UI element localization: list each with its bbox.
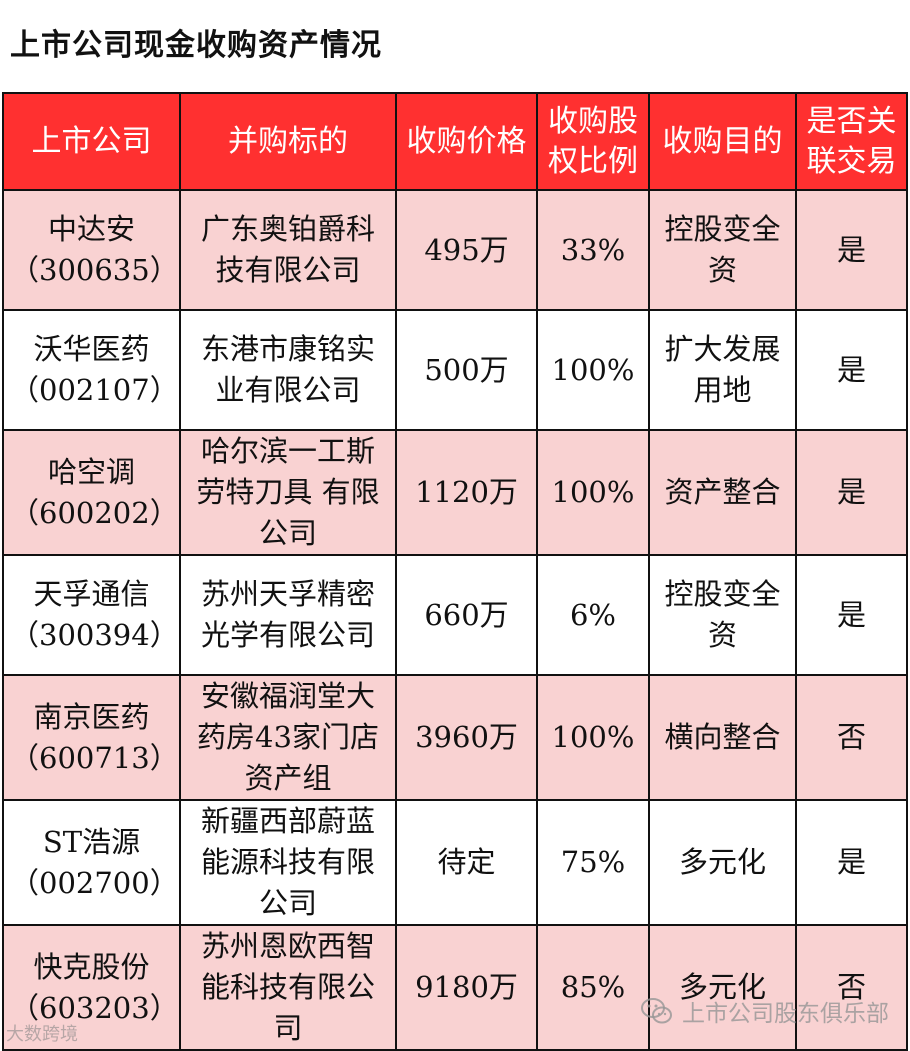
stock-code: （002107） <box>10 373 179 407</box>
stock-code: （600202） <box>10 495 179 530</box>
company-name: 哈空调 <box>47 454 135 489</box>
company-name: 南京医药 <box>33 699 150 734</box>
purpose-cell: 多元化 <box>648 799 797 926</box>
header-price: 收购价格 <box>395 92 538 191</box>
ratio-cell: 100% <box>536 309 650 431</box>
company-cell: ST浩源 （002700） <box>2 799 181 926</box>
ratio-cell: 75% <box>536 799 650 926</box>
header-target: 并购标的 <box>179 92 397 191</box>
page-title: 上市公司现金收购资产情况 <box>10 28 382 63</box>
price-cell: 9180万 <box>395 924 538 1051</box>
purpose-cell: 横向整合 <box>648 674 797 801</box>
target-cell: 苏州天孚精密光学有限公司 <box>179 554 397 676</box>
related-cell: 是 <box>795 429 908 556</box>
company-name: 中达安 <box>47 212 135 246</box>
ratio-cell: 100% <box>536 674 650 801</box>
purpose-cell: 扩大发展用地 <box>648 309 797 431</box>
table-row: 哈空调 （600202） 哈尔滨一工斯劳特刀具 有限公司 1120万 100% 资… <box>2 429 908 556</box>
related-cell: 否 <box>795 924 908 1051</box>
target-cell: 东港市康铭实业有限公司 <box>179 309 397 431</box>
table-header-row: 上市公司 并购标的 收购价格 收购股权比例 收购目的 是否关联交易 <box>2 92 908 191</box>
table-row: 南京医药 （600713） 安徽福润堂大药房43家门店资产组 3960万 100%… <box>2 674 908 801</box>
related-cell: 是 <box>795 554 908 676</box>
price-cell: 3960万 <box>395 674 538 801</box>
header-ratio: 收购股权比例 <box>536 92 650 191</box>
stock-code: （600713） <box>10 740 179 775</box>
company-cell: 沃华医药 （002107） <box>2 309 181 431</box>
purpose-cell: 资产整合 <box>648 429 797 556</box>
stock-code: （002700） <box>10 865 179 900</box>
header-purpose: 收购目的 <box>648 92 797 191</box>
table-row: 快克股份 （603203） 苏州恩欧西智能科技有限公司 9180万 85% 多元化… <box>2 924 908 1051</box>
price-cell: 待定 <box>395 799 538 926</box>
company-name: 沃华医药 <box>33 332 150 366</box>
table-row: 沃华医药 （002107） 东港市康铭实业有限公司 500万 100% 扩大发展用… <box>2 309 908 431</box>
purpose-cell: 多元化 <box>648 924 797 1051</box>
related-cell: 是 <box>795 189 908 311</box>
table-row: 天孚通信 （300394） 苏州天孚精密光学有限公司 660万 6% 控股变全资 … <box>2 554 908 676</box>
ratio-cell: 100% <box>536 429 650 556</box>
target-cell: 苏州恩欧西智能科技有限公司 <box>179 924 397 1051</box>
company-cell: 快克股份 （603203） <box>2 924 181 1051</box>
company-name: 天孚通信 <box>33 577 150 611</box>
company-cell: 哈空调 （600202） <box>2 429 181 556</box>
related-cell: 否 <box>795 674 908 801</box>
purpose-cell: 控股变全资 <box>648 189 797 311</box>
ratio-cell: 33% <box>536 189 650 311</box>
table-row: 中达安 （300635） 广东奥铂爵科技有限公司 495万 33% 控股变全资 是 <box>2 189 908 311</box>
related-cell: 是 <box>795 309 908 431</box>
header-related: 是否关联交易 <box>795 92 908 191</box>
company-cell: 南京医药 （600713） <box>2 674 181 801</box>
company-cell: 天孚通信 （300394） <box>2 554 181 676</box>
watermark-right: 上市公司股东俱乐部 <box>640 993 889 1029</box>
company-name: 快克股份 <box>33 949 150 984</box>
company-cell: 中达安 （300635） <box>2 189 181 311</box>
ratio-cell: 6% <box>536 554 650 676</box>
price-cell: 495万 <box>395 189 538 311</box>
price-cell: 660万 <box>395 554 538 676</box>
price-cell: 1120万 <box>395 429 538 556</box>
watermark-right-text: 上市公司股东俱乐部 <box>682 1001 889 1027</box>
price-cell: 500万 <box>395 309 538 431</box>
purpose-cell: 控股变全资 <box>648 554 797 676</box>
stock-code: （300635） <box>10 253 179 287</box>
stock-code: （603203） <box>10 990 179 1025</box>
acquisition-table: 上市公司 并购标的 收购价格 收购股权比例 收购目的 是否关联交易 中达安 （30… <box>2 92 908 1051</box>
target-cell: 安徽福润堂大药房43家门店资产组 <box>179 674 397 801</box>
watermark-left: 大数跨境 <box>6 1024 78 1045</box>
stock-code: （300394） <box>10 618 179 652</box>
target-cell: 广东奥铂爵科技有限公司 <box>179 189 397 311</box>
table-row: ST浩源 （002700） 新疆西部蔚蓝能源科技有限公司 待定 75% 多元化 是 <box>2 799 908 926</box>
target-cell: 哈尔滨一工斯劳特刀具 有限公司 <box>179 429 397 556</box>
ratio-cell: 85% <box>536 924 650 1051</box>
target-cell: 新疆西部蔚蓝能源科技有限公司 <box>179 799 397 926</box>
related-cell: 是 <box>795 799 908 926</box>
company-name: ST浩源 <box>42 824 141 859</box>
wechat-icon <box>641 998 672 1024</box>
header-company: 上市公司 <box>2 92 181 191</box>
